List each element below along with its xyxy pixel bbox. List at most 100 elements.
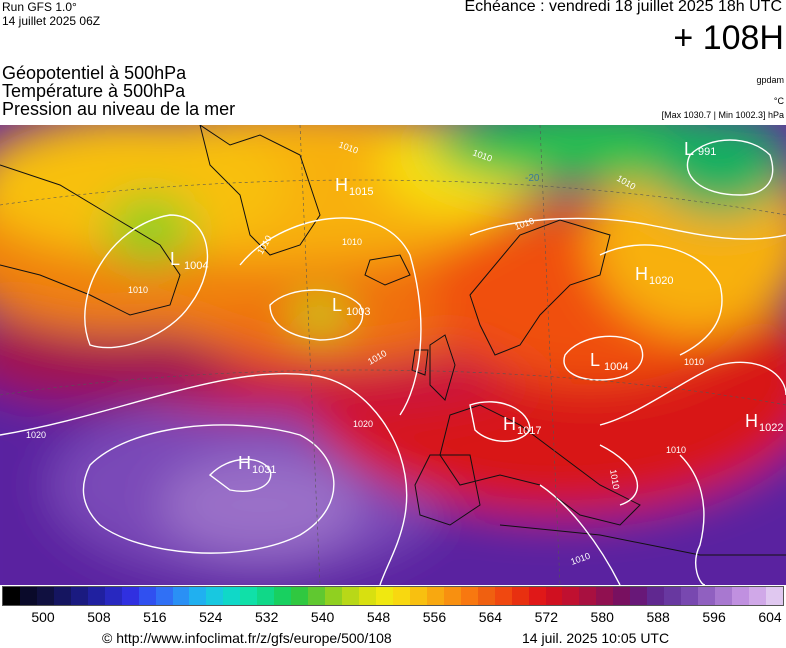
temperature-label: -20	[525, 173, 540, 184]
scale-swatch	[3, 587, 20, 605]
scale-swatch	[562, 587, 580, 605]
scale-tick-label: 604	[758, 609, 782, 625]
pressure-range: [Max 1030.7 | Min 1002.3] hPa	[661, 110, 784, 120]
svg-text:L: L	[684, 139, 694, 159]
svg-text:L: L	[590, 350, 600, 370]
scale-swatch	[274, 587, 292, 605]
scale-swatch	[223, 587, 241, 605]
pressure-center: H 1022	[745, 411, 783, 434]
scale-swatch	[53, 587, 71, 605]
isobar-label: 1010	[666, 445, 686, 455]
isobar-label: 1010	[342, 237, 362, 247]
scale-swatch	[596, 587, 614, 605]
svg-text:1003: 1003	[346, 306, 370, 318]
title-geopotential: Géopotentiel à 500hPa	[2, 63, 187, 83]
scale-swatch	[681, 587, 699, 605]
svg-text:L: L	[332, 295, 342, 315]
scale-swatch	[545, 587, 563, 605]
scale-swatch	[698, 587, 716, 605]
scale-tick-label: 548	[366, 609, 391, 625]
svg-text:H: H	[335, 175, 348, 195]
scale-swatch	[748, 587, 766, 605]
pressure-center: L 991	[684, 139, 716, 159]
unit-gpdam: gpdam	[756, 75, 784, 85]
scale-swatch	[342, 587, 360, 605]
run-date: 14 juillet 2025 06Z	[2, 14, 101, 28]
scale-swatch	[494, 587, 512, 605]
svg-text:L: L	[170, 249, 180, 269]
scale-swatch	[579, 587, 597, 605]
pressure-center: L 1004	[170, 249, 208, 272]
scale-tick-label: 596	[702, 609, 726, 625]
scale-swatch	[121, 587, 139, 605]
weather-map: H 1015 L 1004 L 1003 H 1020 L 1004 H 1017 H 102…	[0, 125, 786, 585]
scale-swatch	[19, 587, 37, 605]
map-titles: Géopotentiel à 500hPa Température à 500h…	[2, 64, 235, 118]
pressure-center: L 1003	[332, 295, 370, 318]
scale-swatch	[291, 587, 309, 605]
scale-swatch	[375, 587, 393, 605]
pressure-center: H 1015	[335, 175, 373, 198]
svg-text:1015: 1015	[349, 186, 373, 198]
scale-swatch	[731, 587, 749, 605]
scale-swatch	[189, 587, 207, 605]
scale-swatch	[87, 587, 105, 605]
geopotential-field	[0, 125, 786, 585]
scale-swatch	[426, 587, 444, 605]
scale-swatch	[477, 587, 495, 605]
generated-timestamp: 14 juil. 2025 10:05 UTC	[522, 630, 670, 646]
pressure-center: H 1020	[635, 264, 673, 287]
scale-swatch	[409, 587, 427, 605]
scale-swatch	[528, 587, 546, 605]
title-pressure: Pression au niveau de la mer	[2, 99, 236, 119]
scale-tick-label: 540	[310, 609, 335, 625]
isobar-label: 1020	[353, 419, 373, 429]
scale-swatch	[138, 587, 156, 605]
isobar-label: 1010	[608, 469, 621, 490]
svg-text:1004: 1004	[604, 361, 628, 373]
scale-swatch	[460, 587, 478, 605]
svg-text:1020: 1020	[649, 275, 673, 287]
isobar-label: 1010	[684, 357, 704, 367]
title-temperature: Température à 500hPa	[2, 81, 186, 101]
svg-text:H: H	[503, 414, 516, 434]
svg-text:1004: 1004	[184, 260, 208, 272]
scale-tick-label: 516	[143, 609, 167, 625]
pressure-center: H 1017	[503, 414, 541, 437]
lead-time: + 108H	[673, 19, 784, 57]
svg-text:991: 991	[698, 146, 716, 158]
scale-ticks: 500 508 516 524 532 540 548 556 564 572 580 588 596 6…	[0, 609, 786, 627]
scale-swatch	[240, 587, 258, 605]
unit-celsius: °C	[773, 96, 784, 106]
isobar-label: 1010	[128, 285, 148, 295]
scale-tick-label: 508	[87, 609, 111, 625]
svg-text:1022: 1022	[759, 422, 783, 434]
scale-swatch	[647, 587, 665, 605]
scale-swatch	[206, 587, 224, 605]
scale-swatch	[511, 587, 529, 605]
scale-tick-label: 556	[422, 609, 447, 625]
scale-tick-label: 564	[478, 609, 503, 625]
scale-swatch	[443, 587, 461, 605]
scale-tick-label: 588	[646, 609, 670, 625]
scale-swatch	[70, 587, 88, 605]
pressure-centers: H 1015 L 1004 L 1003 H 1020 L 1004 H 1017 H 102…	[170, 139, 783, 476]
scale-swatch	[104, 587, 122, 605]
svg-text:H: H	[745, 411, 758, 431]
pressure-center: L 1004	[590, 350, 628, 373]
scale-swatch	[392, 587, 410, 605]
isobar-label: 1020	[26, 430, 46, 440]
scale-tick-label: 500	[31, 609, 55, 625]
scale-tick-label: 580	[590, 609, 614, 625]
scale-tick-label: 572	[534, 609, 558, 625]
pressure-center: H 1031	[238, 453, 276, 476]
source-url: © http://www.infoclimat.fr/z/gfs/europe/…	[102, 630, 392, 646]
scale-swatch	[155, 587, 173, 605]
svg-text:1031: 1031	[252, 464, 276, 476]
coastlines	[0, 125, 786, 556]
scale-swatch	[308, 587, 326, 605]
scale-swatch	[664, 587, 682, 605]
scale-swatch	[172, 587, 190, 605]
color-scale	[2, 586, 784, 606]
isobars	[0, 139, 786, 585]
